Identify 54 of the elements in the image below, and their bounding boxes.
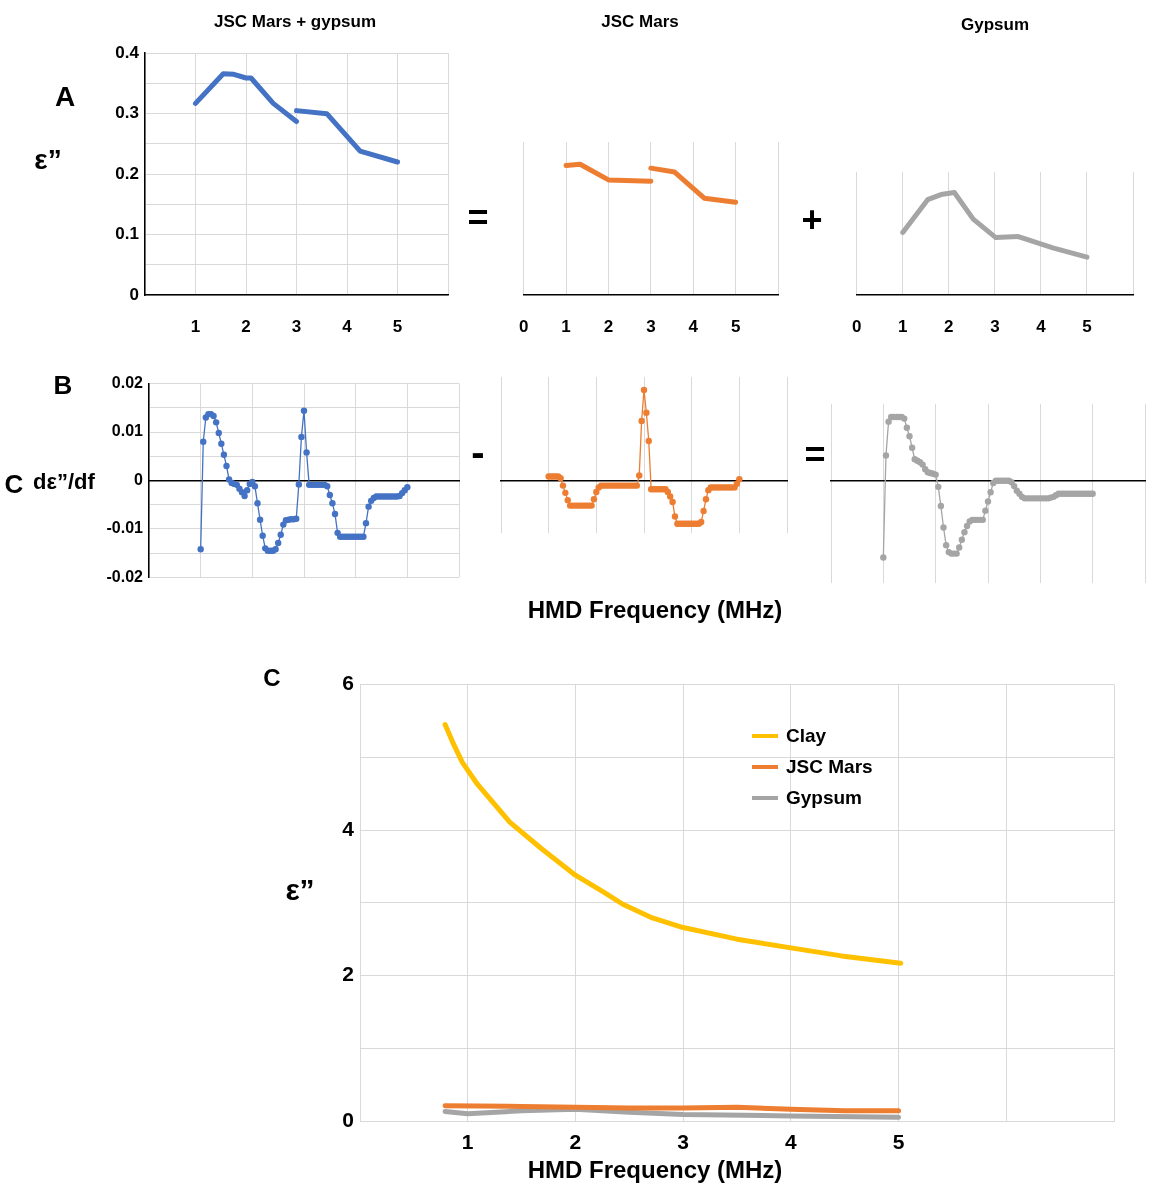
y-tick-label: 0.4: [115, 42, 140, 62]
text: B: [53, 369, 73, 401]
x-tick-label: 2: [603, 316, 614, 336]
y-tick-label: 0: [342, 1107, 354, 1131]
x-tick-label: 2: [944, 316, 954, 336]
x-tick-label: 2: [569, 1130, 582, 1154]
y-tick-label: 2: [342, 962, 354, 986]
legend-label: JSC Mars: [786, 755, 873, 778]
x-tick-label: 4: [688, 316, 699, 336]
x-tick-label: 3: [677, 1130, 689, 1154]
x-tick-label: 0: [518, 316, 529, 336]
x-tick-label: 2: [241, 316, 251, 336]
y-tick-label: 0: [134, 470, 144, 488]
y-tick-label: 0.2: [115, 163, 139, 183]
chart-title: Gypsum: [960, 15, 1030, 35]
text: =: [804, 434, 826, 476]
y-axis-title: ε”: [285, 873, 315, 907]
y-tick-label: 0.02: [111, 374, 144, 392]
chart-title: JSC Mars + gypsum: [213, 12, 377, 32]
y-tick-label: -0.01: [106, 519, 144, 537]
chart-title: JSC Mars: [601, 12, 679, 32]
x-axis-title: HMD Frequency (MHz): [527, 596, 783, 624]
x-tick-label: 1: [898, 316, 908, 336]
y-tick-label: -0.02: [106, 567, 144, 585]
y-tick-label: 0.1: [115, 224, 139, 244]
x-tick-label: 4: [1036, 316, 1047, 336]
y-axis-title: dε”/df: [33, 469, 95, 495]
text: A: [54, 81, 76, 113]
y-tick-label: 6: [342, 671, 354, 695]
legend-label: Gypsum: [786, 786, 863, 809]
x-tick-label: 5: [1082, 316, 1092, 336]
x-tick-label: 1: [461, 1130, 474, 1154]
x-axis-title: HMD Frequency (MHz): [527, 1156, 783, 1184]
x-tick-label: 4: [785, 1130, 798, 1154]
y-tick-label: 0: [129, 284, 139, 304]
y-axis-title: ε”: [34, 144, 62, 176]
x-tick-label: 1: [190, 316, 201, 336]
x-tick-label: 3: [291, 316, 302, 336]
text: -: [471, 429, 485, 475]
y-tick-label: 0.01: [111, 422, 144, 440]
x-tick-label: 3: [646, 316, 656, 336]
x-tick-label: 3: [990, 316, 1000, 336]
text: +: [801, 199, 823, 241]
x-tick-label: 5: [892, 1130, 905, 1154]
text: C: [4, 468, 24, 500]
x-tick-label: 5: [730, 316, 741, 336]
text: C: [263, 664, 281, 692]
text: =: [467, 197, 489, 239]
y-tick-label: 4: [342, 816, 355, 840]
legend-label: Clay: [786, 724, 827, 747]
x-tick-label: 0: [851, 316, 862, 336]
y-tick-label: 0.3: [115, 103, 139, 123]
x-tick-label: 5: [392, 316, 403, 336]
x-tick-label: 1: [561, 316, 571, 336]
